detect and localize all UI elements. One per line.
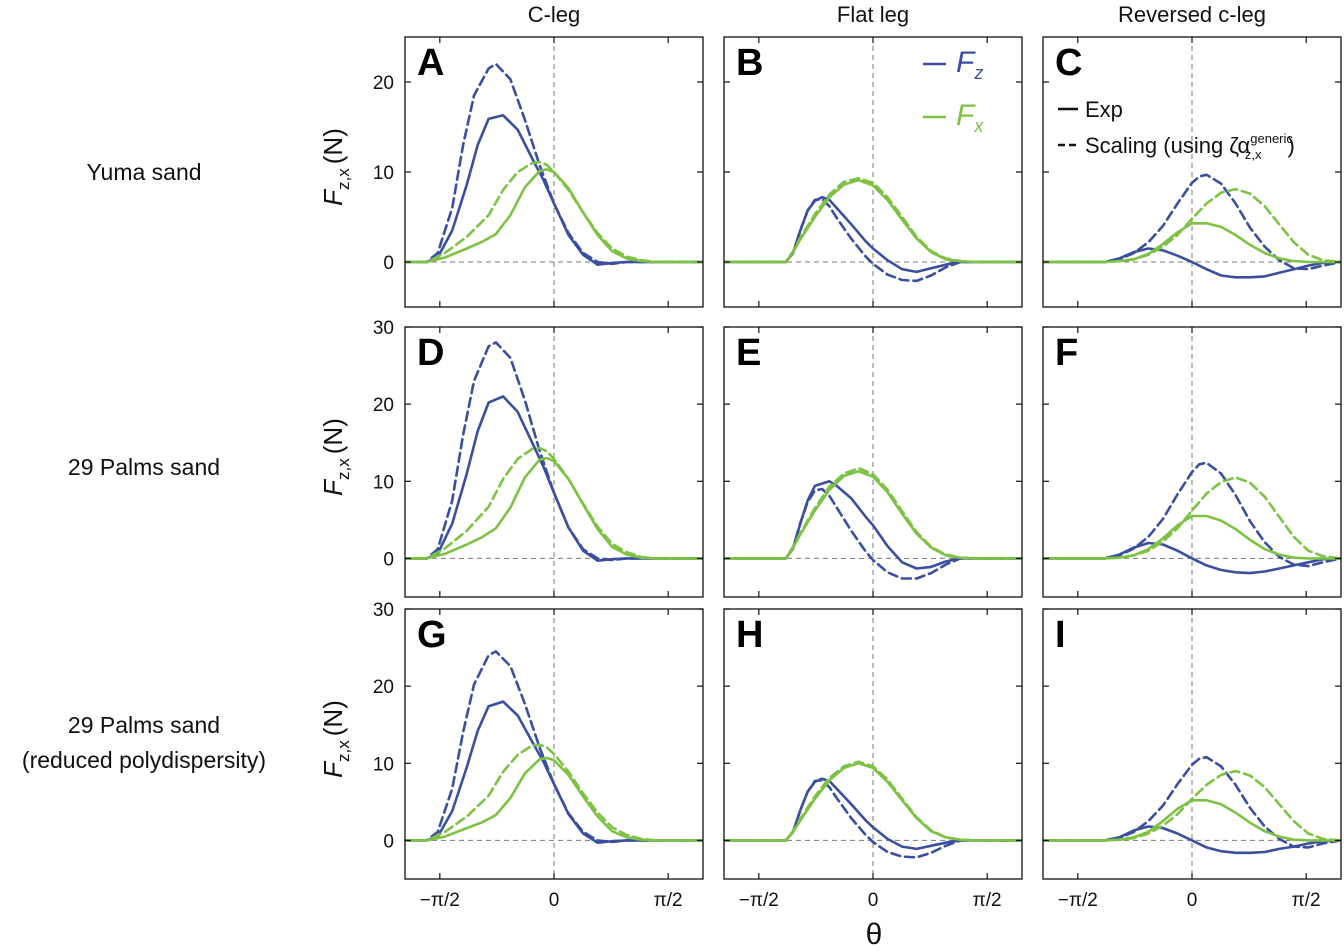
series-line (405, 160, 703, 264)
svg-text:Fz,x(N): Fz,x (N) (318, 700, 353, 778)
legend-entry: Exp (1085, 97, 1123, 122)
legend-entry-sub: z,x (1245, 147, 1262, 162)
svg-text:Fz,x(N): Fz,x (N) (318, 418, 353, 496)
panel-e: E (723, 326, 1023, 598)
series-line (405, 650, 703, 844)
panel-c: C (1042, 36, 1342, 308)
series-line (724, 760, 1022, 842)
panel-letter: B (736, 42, 763, 84)
y-tick-label: 30 (373, 318, 394, 339)
x-tick-label: −π/2 (739, 890, 779, 911)
y-axis-label-sub: z,x (334, 740, 353, 762)
y-axis-label-unit: (N) (318, 418, 348, 454)
panel-letter: H (736, 614, 763, 656)
x-tick-label: π/2 (1292, 890, 1321, 911)
series-line (405, 700, 703, 844)
panel-letter: F (1055, 332, 1078, 374)
y-tick-label: 10 (373, 754, 394, 775)
panel-d: 0 10 20 30 D (373, 318, 704, 598)
y-axis-label-unit: (N) (318, 128, 348, 164)
series-line (724, 779, 1022, 859)
series-line (405, 168, 703, 264)
panel-g: −π/2 0 π/2 0 10 20 30 G (373, 600, 704, 911)
legend-entry-sub: x (973, 116, 984, 136)
panel-f: F (1042, 326, 1342, 598)
row-label: 29 Palms sand (68, 454, 220, 480)
panel-letter: C (1055, 42, 1082, 84)
series-line (724, 466, 1022, 560)
series-line (1043, 755, 1341, 849)
legend-entry-main: F (956, 46, 976, 79)
row-label: Yuma sand (86, 159, 201, 185)
y-tick-label: 20 (373, 677, 394, 698)
legend-entry-sub: z (973, 63, 983, 83)
series-line (1043, 187, 1341, 264)
x-tick-label: −π/2 (1058, 890, 1098, 911)
x-tick-label: 0 (549, 890, 560, 911)
panel-i: −π/2 0 π/2 I (1042, 608, 1342, 911)
x-axis-label: θ (866, 918, 883, 951)
y-axis-label-sub: z,x (334, 458, 353, 480)
series-line (405, 743, 703, 842)
y-tick-label: 0 (383, 253, 394, 274)
panel-letter: D (417, 332, 444, 374)
panel-letter: A (417, 42, 444, 84)
y-axis-label-main: F (318, 188, 348, 206)
column-title: C-leg (528, 2, 581, 27)
y-axis-label: Fz,x (N) (318, 128, 353, 206)
panel-letter: I (1055, 614, 1066, 656)
series-line (724, 197, 1022, 283)
y-tick-label: 10 (373, 163, 394, 184)
svg-text:Fz,x(N): Fz,x (N) (318, 128, 353, 206)
panel-h: −π/2 0 π/2 H (723, 608, 1023, 911)
series-line (405, 341, 703, 562)
series-line (405, 456, 703, 560)
series-line (724, 777, 1022, 851)
panel-letter: G (417, 614, 447, 656)
legend-entry-prefix: Scaling (using ζα (1085, 133, 1251, 158)
legend-entry-main: F (956, 99, 976, 132)
series-line (724, 487, 1022, 580)
y-axis-label-unit: (N) (318, 700, 348, 736)
legend-entry: Fx (956, 99, 984, 136)
y-tick-label: 0 (383, 831, 394, 852)
y-tick-label: 20 (373, 73, 394, 94)
x-tick-label: −π/2 (420, 890, 460, 911)
row-label: 29 Palms sand (68, 712, 220, 738)
legend-entry: Fz (956, 46, 983, 83)
legend-entry: Scaling (using ζαgeneric z,x) (1085, 131, 1295, 162)
column-title: Flat leg (837, 2, 909, 27)
panel-b: B (723, 36, 1023, 308)
series-line (405, 62, 703, 266)
panel-letter: E (736, 332, 761, 374)
panel-a: 0 10 20 A (373, 36, 704, 308)
y-tick-label: 20 (373, 395, 394, 416)
legend-entry-sup: generic (1250, 131, 1293, 146)
x-tick-label: π/2 (654, 890, 683, 911)
y-tick-label: 10 (373, 472, 394, 493)
y-tick-label: 0 (383, 549, 394, 570)
y-axis-label-main: F (318, 760, 348, 778)
series-line (1043, 461, 1341, 568)
row-label: (reduced polydispersity) (22, 747, 266, 773)
y-axis-label-main: F (318, 478, 348, 496)
x-tick-label: π/2 (973, 890, 1002, 911)
y-axis-label: Fz,x (N) (318, 700, 353, 778)
series-line (724, 177, 1022, 264)
y-axis-label: Fz,x (N) (318, 418, 353, 496)
series-line (1043, 476, 1341, 560)
x-tick-label: 0 (1187, 890, 1198, 911)
y-axis-label-sub: z,x (334, 168, 353, 190)
legend-entry-suffix: ) (1288, 133, 1295, 158)
y-tick-label: 30 (373, 600, 394, 621)
series-line (405, 446, 703, 560)
x-tick-label: 0 (868, 890, 879, 911)
column-title: Reversed c-leg (1118, 2, 1266, 27)
series-line (1043, 173, 1341, 271)
series-line (1043, 769, 1341, 842)
